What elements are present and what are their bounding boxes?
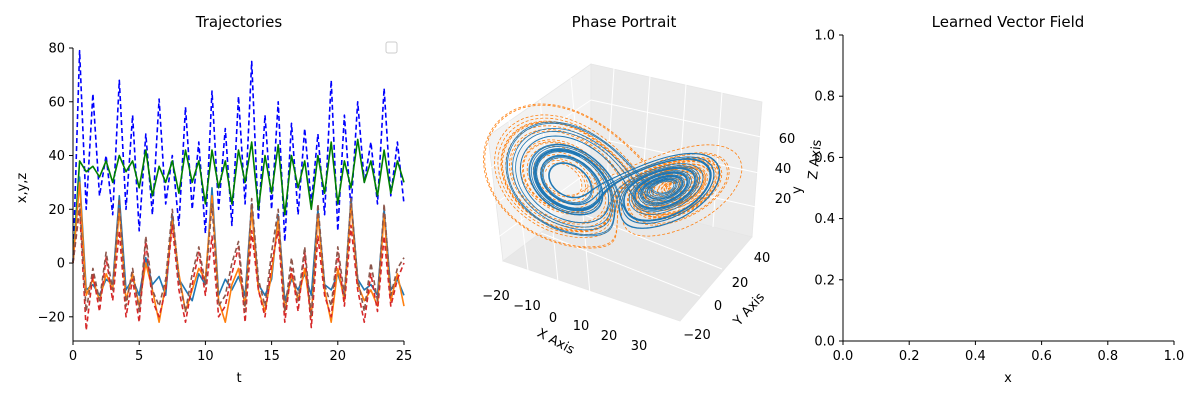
trajectories-ticks: 0 5 10 15 20 25 −20 0 20 40 60 80 bbox=[38, 42, 413, 365]
vector-field-ytick-label: 1.0 bbox=[814, 29, 835, 44]
phase-xtick-label: 30 bbox=[631, 339, 648, 354]
vector-field-ytick-label: 0.2 bbox=[814, 273, 835, 288]
trajectories-xlabel: t bbox=[236, 371, 241, 386]
phase-curve-1 bbox=[505, 121, 721, 237]
phase-xtick-label: 10 bbox=[573, 319, 590, 334]
phase-portrait-title: Phase Portrait bbox=[572, 13, 677, 31]
trajectories-xtick-label: 0 bbox=[69, 349, 77, 364]
vector-field-ytick-label: 0.4 bbox=[814, 212, 835, 227]
trajectories-series-line-5 bbox=[72, 197, 405, 318]
phase-tick-labels: −20 −10 0 10 20 30 −20 0 20 40 20 40 60 bbox=[482, 132, 795, 354]
trajectories-ytick-label: 60 bbox=[48, 95, 65, 110]
vector-field-ytick-label: 0.8 bbox=[814, 90, 835, 105]
phase-ytick-label: 40 bbox=[754, 251, 771, 266]
phase-xtick-label: −20 bbox=[482, 289, 509, 304]
vector-field-title: Learned Vector Field bbox=[932, 13, 1085, 31]
vector-field-xtick-label: 0.2 bbox=[899, 349, 920, 364]
trajectories-xtick-label: 5 bbox=[135, 349, 143, 364]
vector-field-ytick-label: 0.6 bbox=[814, 151, 835, 166]
trajectories-legend-box bbox=[385, 41, 398, 54]
vector-field-ticks: 0.0 0.2 0.4 0.6 0.8 1.0 0.0 0.2 0.4 0.6 0.8 1.0 bbox=[814, 29, 1184, 365]
vector-field-xtick-label: 1.0 bbox=[1164, 349, 1185, 364]
trajectories-ytick-label: 80 bbox=[48, 42, 65, 57]
phase-curve-0 bbox=[483, 103, 743, 249]
phase-portrait-panel: Phase Portrait −20 −10 0 10 20 30 −20 0 20 40 20 40… bbox=[482, 13, 825, 358]
phase-ytick-label: −20 bbox=[683, 328, 710, 343]
phase-xtick-label: 0 bbox=[549, 311, 557, 326]
phase-xtick-label: −10 bbox=[513, 299, 540, 314]
vector-field-ytick-label: 0.0 bbox=[814, 335, 835, 350]
phase-zlabel: Z Axis bbox=[806, 139, 825, 181]
vector-field-xtick-label: 0.6 bbox=[1031, 349, 1052, 364]
phase-ytick-label: 0 bbox=[714, 299, 722, 314]
phase-ztick-label: 40 bbox=[775, 162, 792, 177]
trajectories-series-line-1 bbox=[72, 138, 405, 264]
vector-field-xtick-label: 0.4 bbox=[965, 349, 986, 364]
phase-ztick-label: 20 bbox=[775, 192, 792, 207]
vector-field-xtick-label: 0.0 bbox=[833, 349, 854, 364]
trajectories-ylabel: x,y,z bbox=[15, 173, 30, 204]
trajectories-ytick-label: 40 bbox=[48, 149, 65, 164]
trajectories-xtick-label: 20 bbox=[330, 349, 347, 364]
trajectories-xtick-label: 25 bbox=[396, 349, 413, 364]
phase-curves bbox=[483, 103, 743, 249]
trajectories-title: Trajectories bbox=[195, 13, 283, 31]
trajectories-ytick-label: 20 bbox=[48, 203, 65, 218]
vector-field-xtick-label: 0.8 bbox=[1097, 349, 1118, 364]
phase-ytick-label: 20 bbox=[732, 276, 749, 291]
trajectories-ytick-label: −20 bbox=[38, 310, 65, 325]
phase-extra-label: y bbox=[790, 186, 805, 194]
phase-ztick-label: 60 bbox=[779, 132, 796, 147]
phase-ylabel: Y Axis bbox=[730, 290, 768, 330]
trajectories-xtick-label: 10 bbox=[197, 349, 214, 364]
phase-xlabel: X Axis bbox=[534, 326, 577, 358]
trajectories-series bbox=[72, 49, 405, 331]
trajectories-panel: Trajectories 0 5 10 15 20 25 −20 0 20 40 60 80 t x,… bbox=[15, 13, 412, 386]
trajectories-ytick-label: 0 bbox=[57, 257, 65, 272]
phase-xtick-label: 20 bbox=[601, 329, 618, 344]
vector-field-xlabel: x bbox=[1004, 371, 1012, 386]
vector-field-panel: Learned Vector Field 0.0 0.2 0.4 0.6 0.8 1.00… bbox=[814, 13, 1184, 386]
trajectories-xtick-label: 15 bbox=[263, 349, 280, 364]
